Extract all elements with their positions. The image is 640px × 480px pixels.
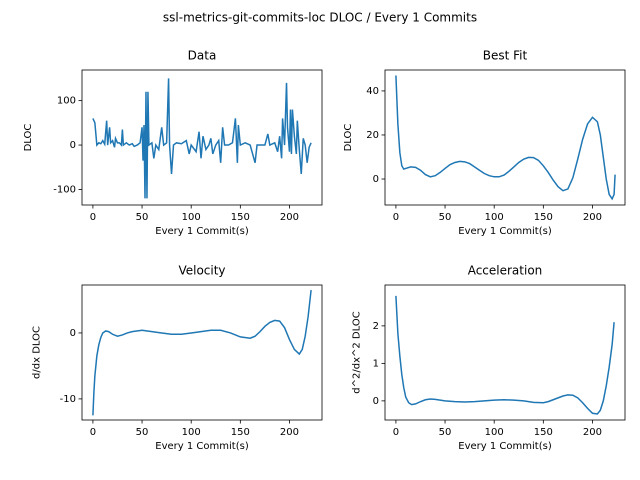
- x-tick-label: 200: [583, 212, 602, 223]
- x-tick-label: 100: [485, 212, 504, 223]
- y-tick-label: -100: [53, 184, 76, 195]
- axes-title: Data: [188, 49, 217, 63]
- x-tick-label: 0: [90, 212, 96, 223]
- x-axis-label: Every 1 Commit(s): [155, 226, 249, 237]
- y-axis-label: d^2/dx^2 DLOC: [352, 311, 363, 393]
- x-axis-label: Every 1 Commit(s): [458, 441, 552, 452]
- axes-frame: [81, 284, 323, 421]
- axes-title: Acceleration: [468, 264, 543, 278]
- x-tick-label: 50: [439, 427, 452, 438]
- y-tick-label: 40: [366, 86, 379, 97]
- x-tick-label: 0: [393, 427, 399, 438]
- x-tick-label: 100: [182, 427, 201, 438]
- y-tick-label: 100: [57, 96, 76, 107]
- data-line: [92, 289, 312, 416]
- x-tick-label: 0: [90, 427, 96, 438]
- x-tick-label: 200: [280, 212, 299, 223]
- x-axis-label: Every 1 Commit(s): [155, 441, 249, 452]
- x-tick-label: 150: [231, 212, 250, 223]
- x-tick-label: 50: [136, 427, 149, 438]
- data-line: [395, 75, 616, 201]
- x-axis-label: Every 1 Commit(s): [458, 226, 552, 237]
- figure-title: ssl-metrics-git-commits-loc DLOC / Every…: [163, 11, 477, 25]
- y-axis-label: d/dx DLOC: [32, 326, 43, 379]
- y-tick-label: 2: [373, 321, 379, 332]
- x-tick-label: 100: [182, 212, 201, 223]
- x-tick-label: 150: [534, 212, 553, 223]
- x-tick-label: 150: [534, 427, 553, 438]
- axes-frame: [384, 69, 626, 206]
- data-line: [395, 295, 615, 415]
- x-tick-label: 200: [280, 427, 299, 438]
- y-axis-label: DLOC: [23, 124, 34, 152]
- x-tick-label: 200: [583, 427, 602, 438]
- x-tick-label: 50: [136, 212, 149, 223]
- axes-title: Velocity: [178, 264, 225, 278]
- y-tick-label: 0: [373, 396, 379, 407]
- axes-frame: [81, 69, 323, 206]
- y-axis-label: DLOC: [343, 124, 354, 152]
- y-tick-label: 0: [70, 328, 76, 339]
- x-tick-label: 150: [231, 427, 250, 438]
- data-line: [92, 78, 312, 199]
- y-tick-label: 20: [366, 130, 379, 141]
- y-tick-label: -10: [60, 394, 76, 405]
- axes-title: Best Fit: [483, 49, 528, 63]
- x-tick-label: 0: [393, 212, 399, 223]
- y-tick-label: 1: [373, 358, 379, 369]
- x-tick-label: 100: [485, 427, 504, 438]
- x-tick-label: 50: [439, 212, 452, 223]
- y-tick-label: 0: [373, 174, 379, 185]
- y-tick-label: 0: [70, 140, 76, 151]
- axes-frame: [384, 284, 626, 421]
